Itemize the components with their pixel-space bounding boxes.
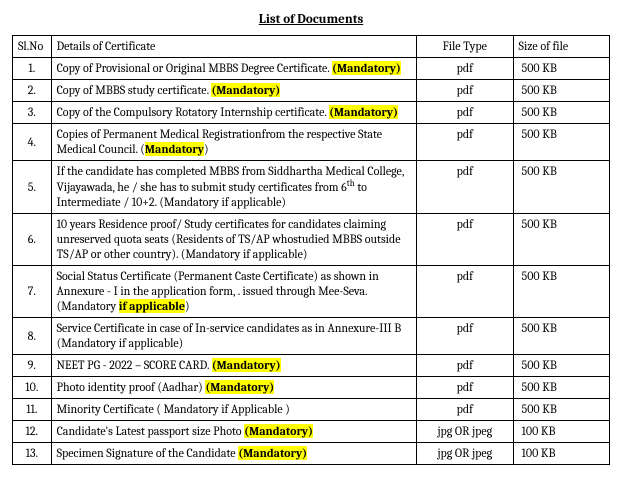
table-row: 9.NEET PG - 2022 – SCORE CARD. (Mandator… (13, 355, 610, 377)
mandatory-tag: (Mandatory) (238, 446, 307, 460)
table-row: 12.Candidate's Latest passport size Phot… (13, 421, 610, 443)
row-filetype: pdf (417, 266, 513, 318)
row-size: 500 KB (513, 214, 609, 266)
mandatory-tag: (Mandatory) (329, 105, 398, 119)
row-slno: 12. (13, 421, 52, 443)
row-filetype: pdf (417, 124, 513, 161)
col-details: Details of Certificate (51, 36, 417, 58)
row-slno: 11. (13, 399, 52, 421)
row-filetype: pdf (417, 214, 513, 266)
col-slno: Sl.No (13, 36, 52, 58)
row-filetype: pdf (417, 80, 513, 102)
table-row: 5.If the candidate has completed MBBS fr… (13, 161, 610, 214)
row-slno: 7. (13, 266, 52, 318)
row-details: Copy of Provisional or Original MBBS Deg… (51, 58, 417, 80)
row-size: 500 KB (513, 318, 609, 355)
row-details: Service Certificate in case of In-servic… (51, 318, 417, 355)
row-size: 500 KB (513, 102, 609, 124)
row-details: Minority Certificate ( Mandatory if Appl… (51, 399, 417, 421)
row-filetype: jpg OR jpeg (417, 443, 513, 465)
table-row: 3.Copy of the Compulsory Rotatory Intern… (13, 102, 610, 124)
col-size: Size of file (513, 36, 609, 58)
col-filetype: File Type (417, 36, 513, 58)
table-row: 2.Copy of MBBS study certificate. (Manda… (13, 80, 610, 102)
documents-table: Sl.No Details of Certificate File Type S… (12, 35, 610, 465)
row-size: 500 KB (513, 58, 609, 80)
row-slno: 1. (13, 58, 52, 80)
table-row: 11.Minority Certificate ( Mandatory if A… (13, 399, 610, 421)
row-filetype: pdf (417, 161, 513, 214)
row-size: 500 KB (513, 355, 609, 377)
table-row: 1.Copy of Provisional or Original MBBS D… (13, 58, 610, 80)
row-details: 10 years Residence proof/ Study certific… (51, 214, 417, 266)
table-row: 13.Specimen Signature of the Candidate (… (13, 443, 610, 465)
mandatory-tag: (Mandatory) (212, 358, 281, 372)
mandatory-tag: (Mandatory) (211, 83, 280, 97)
row-size: 500 KB (513, 161, 609, 214)
mandatory-tag: if applicable (119, 299, 185, 313)
row-size: 100 KB (513, 443, 609, 465)
row-details: If the candidate has completed MBBS from… (51, 161, 417, 214)
row-slno: 13. (13, 443, 52, 465)
mandatory-tag: Mandatory (145, 142, 204, 156)
mandatory-tag: (Mandatory) (244, 424, 313, 438)
row-details: Social Status Certificate (Permanent Cas… (51, 266, 417, 318)
row-slno: 5. (13, 161, 52, 214)
row-details: NEET PG - 2022 – SCORE CARD. (Mandatory) (51, 355, 417, 377)
row-size: 500 KB (513, 377, 609, 399)
row-slno: 9. (13, 355, 52, 377)
row-filetype: pdf (417, 399, 513, 421)
row-filetype: pdf (417, 355, 513, 377)
row-slno: 10. (13, 377, 52, 399)
row-size: 500 KB (513, 266, 609, 318)
row-size: 500 KB (513, 399, 609, 421)
row-slno: 6. (13, 214, 52, 266)
row-details: Copy of MBBS study certificate. (Mandato… (51, 80, 417, 102)
mandatory-tag: (Mandatory) (332, 61, 401, 75)
table-row: 6.10 years Residence proof/ Study certif… (13, 214, 610, 266)
row-size: 500 KB (513, 124, 609, 161)
table-row: 4.Copies of Permanent Medical Registrati… (13, 124, 610, 161)
row-details: Copies of Permanent Medical Registration… (51, 124, 417, 161)
row-filetype: pdf (417, 102, 513, 124)
row-slno: 4. (13, 124, 52, 161)
row-filetype: pdf (417, 58, 513, 80)
row-filetype: pdf (417, 377, 513, 399)
row-filetype: jpg OR jpeg (417, 421, 513, 443)
row-filetype: pdf (417, 318, 513, 355)
row-details: Photo identity proof (Aadhar) (Mandatory… (51, 377, 417, 399)
page-title: List of Documents (12, 12, 610, 27)
table-row: 10.Photo identity proof (Aadhar) (Mandat… (13, 377, 610, 399)
row-slno: 2. (13, 80, 52, 102)
row-details: Candidate's Latest passport size Photo (… (51, 421, 417, 443)
row-slno: 8. (13, 318, 52, 355)
row-size: 500 KB (513, 80, 609, 102)
row-details: Specimen Signature of the Candidate (Man… (51, 443, 417, 465)
table-header-row: Sl.No Details of Certificate File Type S… (13, 36, 610, 58)
row-slno: 3. (13, 102, 52, 124)
table-row: 7.Social Status Certificate (Permanent C… (13, 266, 610, 318)
mandatory-tag: (Mandatory) (205, 380, 274, 394)
table-row: 8.Service Certificate in case of In-serv… (13, 318, 610, 355)
row-details: Copy of the Compulsory Rotatory Internsh… (51, 102, 417, 124)
row-size: 100 KB (513, 421, 609, 443)
